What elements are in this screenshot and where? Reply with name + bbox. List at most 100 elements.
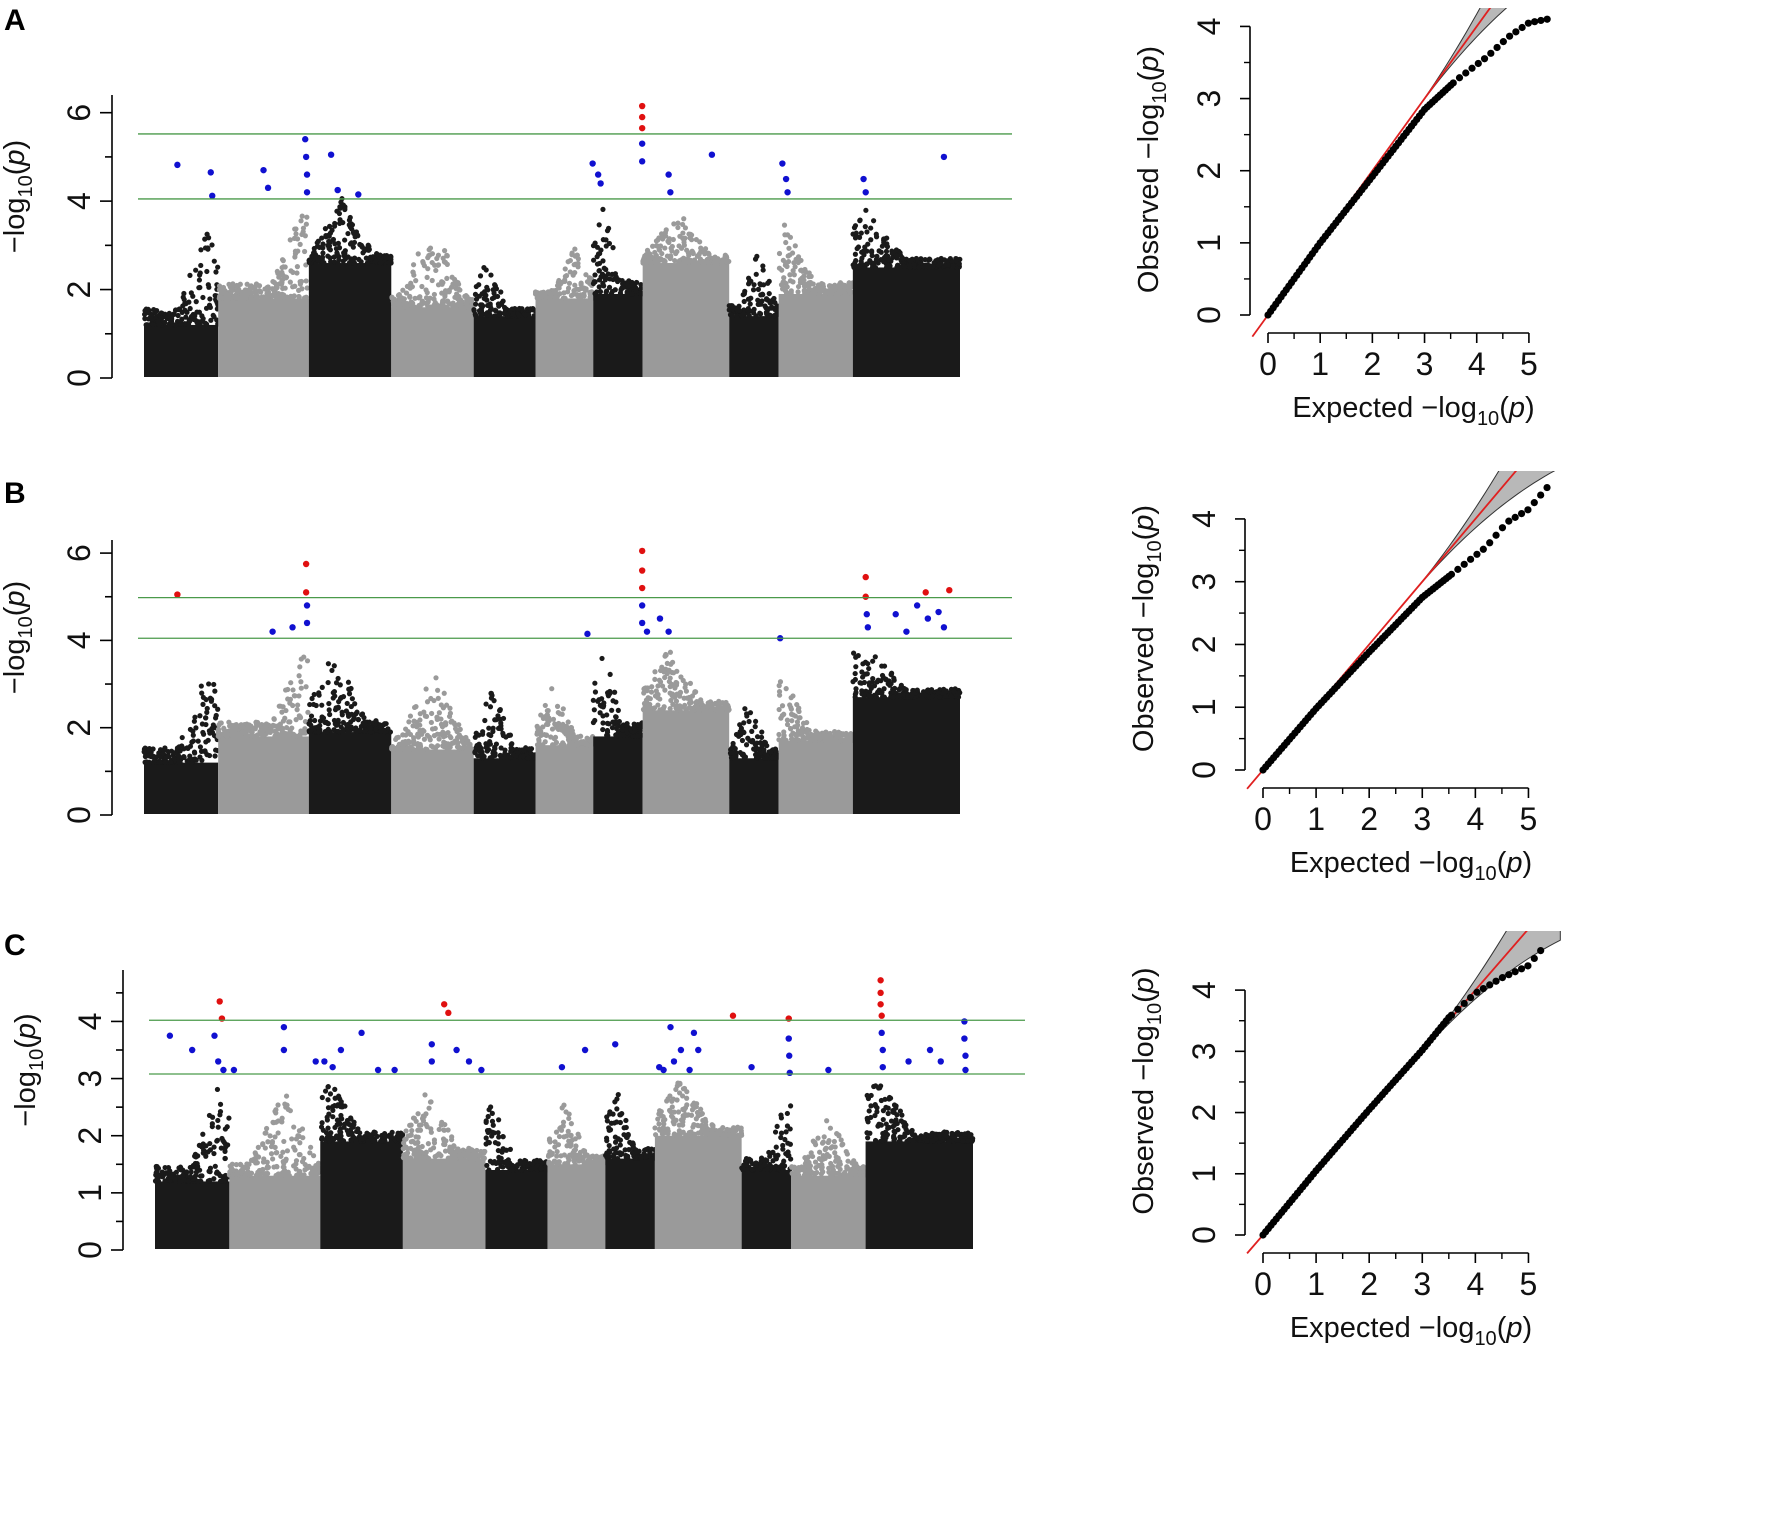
snp-point [308, 1144, 314, 1150]
snp-point [728, 750, 734, 756]
snp-point [208, 317, 214, 323]
snp-point [664, 660, 670, 666]
snp-point [821, 734, 827, 740]
snp-point [746, 313, 752, 319]
snp-point [484, 284, 490, 290]
snp-point [355, 1126, 361, 1132]
snp-point [638, 285, 644, 292]
snp-point [674, 703, 680, 709]
snp-point [311, 1172, 317, 1178]
snp-point [521, 1160, 527, 1167]
snp-point [716, 698, 722, 704]
snp-point [318, 1124, 325, 1130]
hit-point-suggestive [207, 169, 214, 176]
snp-point [353, 1138, 359, 1145]
snp-point [274, 1163, 280, 1170]
snp-point [544, 712, 550, 719]
hit-point-suggestive [230, 1066, 238, 1074]
snp-point [424, 732, 431, 738]
chromosome-3 [306, 661, 393, 814]
snp-point [490, 728, 496, 735]
snp-point [302, 729, 308, 735]
snp-point [181, 754, 187, 761]
qq-point [1493, 43, 1501, 52]
snp-point [354, 729, 360, 735]
snp-point [350, 244, 356, 250]
snp-point [677, 707, 683, 713]
snp-point [483, 1135, 489, 1141]
hit-point-suggestive [940, 624, 948, 631]
snp-point [367, 725, 374, 732]
snp-point [738, 725, 744, 731]
x-axis-title-open: ( [1499, 392, 1509, 424]
snp-point [594, 244, 601, 250]
snp-point [404, 746, 410, 752]
snp-point [333, 246, 340, 252]
snp-point [482, 717, 488, 724]
snp-point [597, 289, 604, 295]
snp-point [299, 231, 305, 238]
snp-point [583, 286, 589, 292]
snp-point [288, 268, 294, 274]
snp-point [675, 220, 681, 226]
chromosome-2 [215, 560, 311, 814]
hit-point-suggestive [638, 140, 646, 147]
snp-point [790, 279, 796, 285]
snp-point [566, 1115, 572, 1122]
snp-point [483, 267, 489, 273]
snp-point [212, 1163, 218, 1169]
snp-point [308, 722, 314, 728]
snp-point [498, 289, 504, 295]
hit-point-suggestive [708, 151, 716, 158]
snp-point [439, 1119, 445, 1125]
snp-point [363, 255, 369, 261]
snp-point [662, 245, 668, 251]
snp-point [415, 251, 421, 257]
qq-point [1518, 23, 1526, 32]
hit-point-suggestive [188, 1046, 196, 1054]
snp-point [383, 255, 389, 261]
snp-point [435, 262, 442, 268]
snp-point [264, 1125, 270, 1132]
snp-point [873, 694, 879, 700]
snp-point [566, 742, 572, 748]
snp-point [181, 746, 187, 752]
snp-point [753, 313, 759, 319]
snp-point [417, 1127, 424, 1133]
snp-point [319, 256, 325, 263]
snp-point [787, 234, 794, 240]
snp-point [374, 1133, 380, 1140]
snp-point [391, 1136, 398, 1142]
snp-point [719, 259, 725, 265]
snp-point [618, 732, 624, 738]
hit-point-suggestive [935, 608, 942, 616]
hit-point-significant [862, 573, 869, 581]
snp-point [229, 287, 235, 293]
chromosome-5-block [473, 758, 536, 814]
snp-point [583, 272, 589, 278]
snp-point [760, 267, 766, 273]
snp-point [442, 731, 448, 737]
snp-point [447, 1149, 453, 1155]
snp-point [172, 307, 179, 313]
snp-point [756, 746, 762, 752]
hit-point-suggestive [358, 1029, 365, 1037]
snp-point [783, 737, 789, 743]
snp-point [601, 700, 607, 706]
snp-point [908, 693, 915, 699]
snp-point [273, 1150, 279, 1156]
snp-point [592, 680, 598, 686]
snp-point [613, 733, 619, 739]
snp-point [268, 1151, 275, 1157]
snp-point [416, 295, 422, 301]
x-tick-label: 3 [1413, 801, 1431, 837]
snp-point [241, 1165, 247, 1171]
y-axis-title-open: ( [0, 606, 31, 616]
snp-point [740, 292, 746, 298]
snp-point [197, 744, 204, 750]
snp-point [179, 1173, 186, 1180]
snp-point [673, 698, 680, 704]
snp-point [705, 260, 711, 266]
snp-point [438, 1153, 444, 1159]
snp-point [592, 240, 598, 246]
